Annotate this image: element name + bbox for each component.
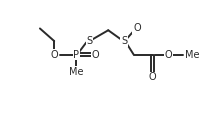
Text: S: S bbox=[121, 36, 126, 46]
Text: O: O bbox=[164, 50, 172, 60]
Text: S: S bbox=[86, 36, 92, 46]
Text: O: O bbox=[132, 23, 140, 33]
Text: O: O bbox=[148, 72, 156, 82]
Text: O: O bbox=[50, 50, 58, 60]
Text: Me: Me bbox=[69, 67, 83, 77]
Text: Me: Me bbox=[184, 50, 199, 60]
Text: P: P bbox=[73, 50, 79, 60]
Text: O: O bbox=[91, 50, 99, 60]
